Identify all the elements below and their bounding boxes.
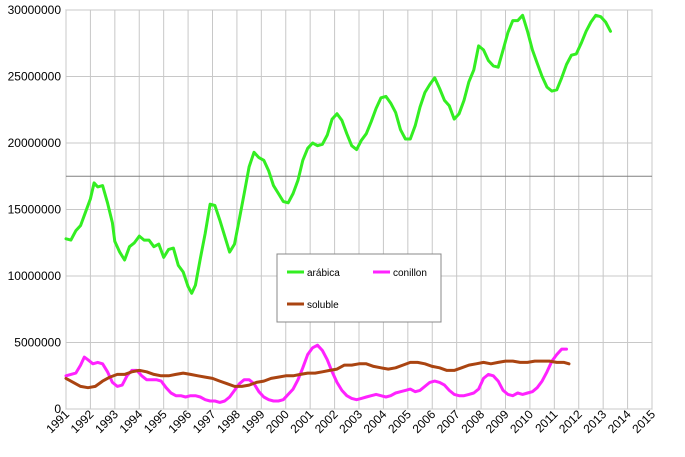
x-tick-label: 1999: [239, 407, 268, 436]
x-tick-label: 2007: [434, 407, 463, 436]
x-tick-label: 1997: [190, 407, 219, 436]
x-tick-label: 2011: [532, 407, 560, 435]
series-group: [64, 13, 612, 404]
x-tick-label: 2012: [556, 407, 585, 436]
x-tick-label: 2004: [361, 407, 390, 436]
y-tick-label: 10000000: [8, 269, 62, 283]
x-tick-label: 1998: [214, 407, 243, 436]
series-line-soluble: [64, 359, 571, 390]
legend-label-soluble: soluble: [307, 300, 339, 311]
x-tick-label: 1995: [141, 407, 170, 436]
x-axis: 1991199219931994199519961997199819992000…: [43, 407, 658, 436]
series-line-conillon: [64, 343, 568, 404]
x-tick-label: 2008: [458, 407, 487, 436]
y-tick-label: 15000000: [8, 203, 62, 217]
x-tick-label: 2003: [336, 407, 365, 436]
x-tick-label: 1996: [165, 407, 194, 436]
y-axis: 0 5000000 10000000 15000000 20000000 25000000…: [8, 3, 62, 416]
y-tick-label: 25000000: [8, 70, 62, 84]
x-tick-label: 2000: [263, 407, 292, 436]
x-tick-label: 1993: [92, 407, 121, 436]
legend-label-arabica: arábica: [307, 268, 340, 279]
x-tick-label: 1991: [43, 407, 72, 436]
x-tick-label: 1994: [117, 407, 146, 436]
x-tick-label: 2005: [385, 407, 414, 436]
legend-label-conillon: conillon: [393, 268, 427, 279]
x-tick-label: 2013: [581, 407, 610, 436]
legend: arábica conillon soluble: [276, 253, 442, 323]
x-tick-label: 1992: [68, 407, 97, 436]
y-tick-label: 0: [54, 402, 61, 416]
x-tick-label: 2002: [312, 407, 341, 436]
grid: [65, 9, 653, 410]
series-line-arabica: [64, 13, 612, 295]
x-tick-label: 2009: [483, 407, 512, 436]
legend-box: [276, 253, 442, 323]
y-tick-label: 5000000: [14, 336, 61, 350]
x-tick-label: 2001: [288, 407, 317, 436]
x-tick-label: 2006: [410, 407, 439, 436]
x-tick-label: 2015: [629, 407, 658, 436]
y-tick-label: 20000000: [8, 136, 62, 150]
y-tick-label: 30000000: [8, 3, 62, 17]
x-tick-label: 2010: [507, 407, 536, 436]
x-tick-label: 2014: [605, 407, 634, 436]
